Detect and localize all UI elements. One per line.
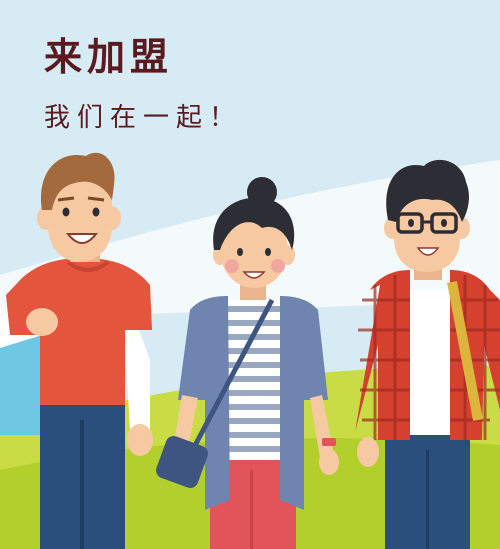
crossbody-strap — [187, 298, 275, 457]
woman-hair-bun — [156, 177, 339, 549]
headline: 来加盟 我们在一起！ — [44, 26, 242, 134]
banner-subtitle: 我们在一起！ — [44, 103, 243, 133]
shoulder-strap — [447, 281, 483, 421]
banner-title: 来加盟 — [44, 35, 174, 79]
crossbody-bag — [156, 436, 208, 488]
man-brown-hair — [0, 152, 153, 549]
tote-bag — [0, 335, 45, 435]
man-glasses-plaid — [355, 159, 500, 549]
plaid-lines — [358, 275, 500, 440]
